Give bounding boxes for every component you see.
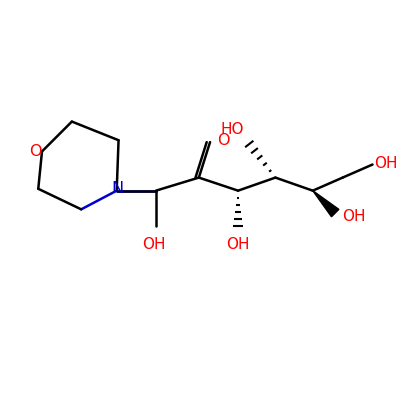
Text: OH: OH xyxy=(142,237,166,252)
Text: N: N xyxy=(111,181,124,196)
Text: HO: HO xyxy=(221,122,244,136)
Polygon shape xyxy=(313,191,339,217)
Text: OH: OH xyxy=(342,208,366,224)
Text: O: O xyxy=(29,144,42,159)
Text: O: O xyxy=(217,133,229,148)
Text: OH: OH xyxy=(374,156,398,171)
Text: OH: OH xyxy=(226,237,250,252)
